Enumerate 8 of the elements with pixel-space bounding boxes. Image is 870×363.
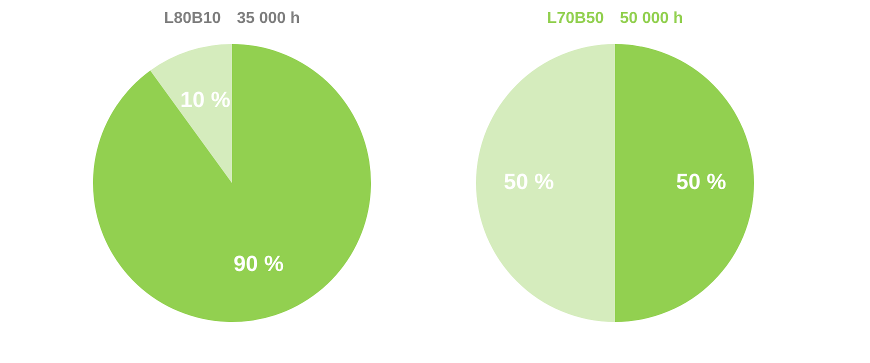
chart-title: L80B10 [164,10,221,27]
chart-subtitle: 35 000 h [236,10,300,27]
chart-subtitle: 50 000 h [620,10,684,27]
chart-title: L70B50 [546,10,604,27]
data-label: 50 % [676,169,726,194]
data-label: 10 % [180,87,230,112]
data-label: 50 % [504,169,554,194]
data-label: 90 % [234,251,284,276]
